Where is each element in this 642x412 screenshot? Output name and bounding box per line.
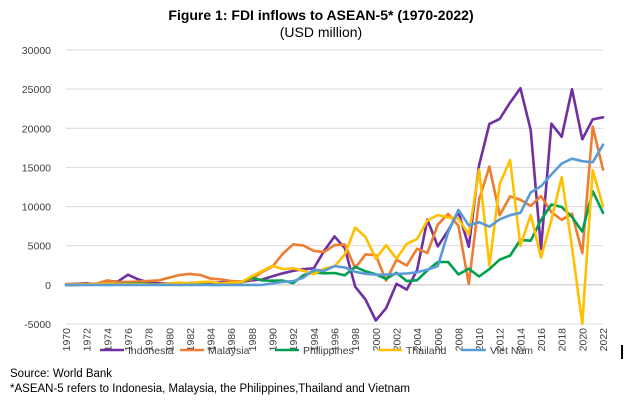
x-tick-label: 1998 (350, 328, 362, 352)
x-tick-label: 1990 (268, 328, 280, 352)
chart-subtitle: (USD million) (280, 24, 362, 40)
x-tick-label: 1996 (330, 328, 342, 352)
legend-indonesia-label: Indonesia (128, 345, 174, 357)
chart-title: Figure 1: FDI inflows to ASEAN-5* (1970-… (168, 7, 473, 23)
y-tick-label: 15000 (22, 162, 51, 174)
x-tick-label: 1970 (61, 328, 73, 352)
x-tick-label: 1982 (185, 328, 197, 352)
y-tick-label: 20000 (22, 123, 51, 135)
y-tick-label: 10000 (22, 202, 51, 214)
x-axis: 1970 1972 1974 1976 1978 1980 1982 1984 1986 1988… (61, 328, 610, 352)
legend-viet-nam-label: Viet Nam (490, 345, 533, 357)
x-tick-label: 2000 (371, 328, 383, 352)
x-tick-label: 2008 (453, 328, 465, 352)
y-tick-label: -5000 (24, 319, 51, 331)
x-tick-label: 1980 (164, 328, 176, 352)
series-line-thailand (64, 158, 605, 326)
x-tick-label: 2004 (412, 328, 424, 352)
y-tick-label: 5000 (28, 241, 52, 253)
x-tick-label: 2018 (557, 328, 569, 352)
x-tick-label: 1974 (102, 328, 114, 352)
x-tick-label: 2006 (433, 328, 445, 352)
legend-philippines-label: Philippines (303, 345, 354, 357)
x-tick-label: 2010 (474, 328, 486, 352)
series-line-malaysia (64, 125, 605, 286)
x-tick-label: 1988 (247, 328, 259, 352)
x-tick-label: 2020 (577, 328, 589, 352)
x-tick-label: 1986 (226, 328, 238, 352)
series-lines (64, 86, 605, 326)
x-tick-label: 1992 (288, 328, 300, 352)
y-tick-label: 0 (45, 280, 51, 292)
series-line-viet-nam (64, 143, 605, 287)
x-tick-label: 2014 (515, 328, 527, 352)
y-tick-label: 30000 (22, 45, 51, 57)
legend-malaysia-label: Malaysia (208, 345, 250, 357)
x-tick-label: 2002 (391, 328, 403, 352)
x-tick-label: 1978 (144, 328, 156, 352)
y-axis: -5000 0 5000 10000 15000 20000 25000 30000 (22, 45, 51, 331)
legend-thailand-label: Thailand (406, 345, 446, 357)
legend: Indonesia Malaysia Philippines Thailand Viet… (100, 345, 533, 357)
edge-mark (621, 345, 623, 359)
x-tick-label: 1976 (123, 328, 135, 352)
x-tick-label: 2016 (536, 328, 548, 352)
x-tick-label: 1994 (309, 328, 321, 352)
y-tick-label: 25000 (22, 84, 51, 96)
x-tick-label: 2012 (495, 328, 507, 352)
series-line-indonesia (64, 86, 605, 322)
x-tick-label: 2022 (598, 328, 610, 352)
source-note: Source: World Bank (10, 368, 113, 380)
x-tick-label: 1984 (206, 328, 218, 352)
asean-footnote: *ASEAN-5 refers to Indonesia, Malaysia, … (10, 383, 410, 395)
x-tick-label: 1972 (82, 328, 94, 352)
